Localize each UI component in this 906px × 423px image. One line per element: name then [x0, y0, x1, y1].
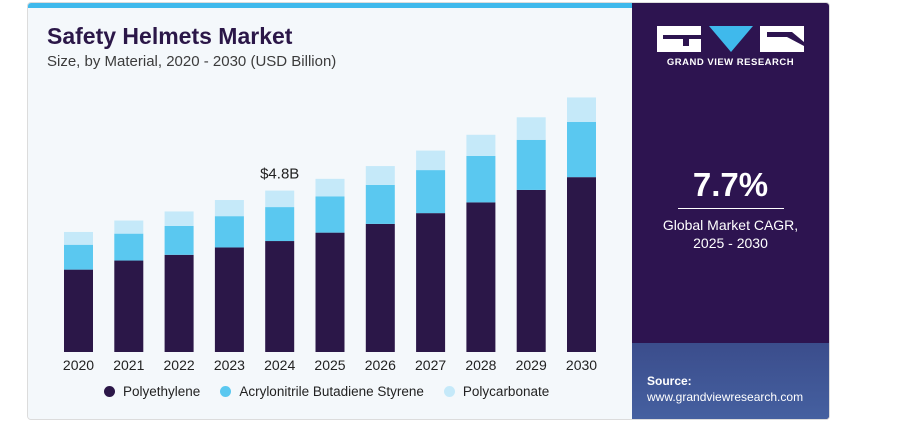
legend-item-polyethylene: Polyethylene	[104, 384, 200, 399]
x-tick-label: 2022	[164, 357, 195, 373]
bar-segment-2022-polycarbonate	[164, 211, 194, 226]
x-tick-label: 2030	[566, 357, 597, 373]
cagr-divider	[678, 208, 784, 209]
bar-segment-2020-acrylonitrile-butadiene-styrene	[64, 244, 93, 270]
cagr-label-line1: Global Market CAGR,	[662, 217, 799, 233]
source-box: Source: www.grandviewresearch.com	[632, 343, 829, 419]
x-tick-label: 2028	[465, 357, 496, 373]
x-tick-label: 2024	[264, 357, 295, 373]
bar-segment-2022-polyethylene	[164, 254, 194, 352]
chart-title: Safety Helmets Market	[47, 23, 293, 49]
source-link[interactable]: www.grandviewresearch.com	[647, 390, 804, 404]
x-tick-label: 2027	[415, 357, 446, 373]
cagr-label: Global Market CAGR, 2025 - 2030	[632, 216, 829, 252]
x-tick-label: 2025	[314, 357, 345, 373]
accent-strip	[28, 3, 632, 8]
bar-segment-2021-polyethylene	[114, 260, 144, 352]
bar-segment-2027-acrylonitrile-butadiene-styrene	[416, 170, 446, 214]
bar-segment-2027-polyethylene	[416, 213, 446, 352]
bar-segment-2026-polyethylene	[365, 223, 395, 352]
legend-label: Acrylonitrile Butadiene Styrene	[239, 384, 424, 399]
bar-segment-2020-polycarbonate	[64, 231, 93, 245]
x-tick-label: 2026	[365, 357, 396, 373]
bar-segment-2030-polycarbonate	[567, 97, 596, 123]
bar-segment-2026-acrylonitrile-butadiene-styrene	[365, 184, 395, 224]
bar-segment-2023-acrylonitrile-butadiene-styrene	[214, 216, 244, 248]
bar-segment-2028-polycarbonate	[466, 134, 496, 156]
x-tick-label: 2020	[63, 357, 94, 373]
bar-segment-2024-polyethylene	[265, 241, 295, 352]
legend-item-abs: Acrylonitrile Butadiene Styrene	[220, 384, 424, 399]
bar-segment-2025-polycarbonate	[315, 178, 345, 197]
chart-panel: Safety Helmets Market Size, by Material,…	[28, 3, 632, 419]
bar-segment-2025-polyethylene	[315, 232, 345, 352]
legend-label: Polyethylene	[123, 384, 201, 399]
bar-segment-2025-acrylonitrile-butadiene-styrene	[315, 196, 345, 233]
brand-name: GRAND VIEW RESEARCH	[666, 57, 795, 68]
bar-segment-2021-polycarbonate	[114, 220, 144, 234]
bar-segment-2023-polyethylene	[214, 247, 244, 352]
bar-segment-2028-polyethylene	[466, 202, 496, 352]
bar-segment-2026-polycarbonate	[365, 166, 395, 185]
chart-legend: Polyethylene Acrylonitrile Butadiene Sty…	[104, 384, 569, 399]
cagr-value: 7.7%	[692, 166, 769, 203]
legend-swatch-abs	[220, 386, 232, 397]
bar-segment-2024-polycarbonate	[265, 190, 295, 208]
bar-segment-2030-polyethylene	[567, 177, 596, 352]
infographic-card: Safety Helmets Market Size, by Material,…	[27, 2, 830, 420]
stacked-bar-chart: 2020 2021 2022 2023 2024 $4.8B 2025 2026 2027 202…	[63, 97, 597, 373]
side-panel: GRAND VIEW RESEARCH 7.7% Global Market C…	[632, 3, 829, 419]
chart-subtitle: Size, by Material, 2020 - 2030 (USD Bill…	[47, 53, 337, 70]
bar-segment-2023-polycarbonate	[214, 200, 244, 217]
bar-segment-2030-acrylonitrile-butadiene-styrene	[567, 122, 596, 178]
bar-segment-2029-polyethylene	[516, 189, 546, 352]
bar-segment-2022-acrylonitrile-butadiene-styrene	[164, 225, 194, 255]
bar-segment-2020-polyethylene	[64, 269, 93, 352]
data-label-2024: $4.8B	[260, 166, 299, 183]
bar-segment-2021-acrylonitrile-butadiene-styrene	[114, 233, 144, 261]
cagr-label-line2: 2025 - 2030	[693, 235, 768, 251]
x-tick-label: 2023	[214, 357, 245, 373]
grand-view-research-logo	[657, 26, 804, 52]
bar-segment-2024-acrylonitrile-butadiene-styrene	[265, 207, 295, 242]
bar-segment-2029-polycarbonate	[516, 117, 546, 140]
bar-segment-2029-acrylonitrile-butadiene-styrene	[516, 139, 546, 190]
x-tick-label: 2021	[113, 357, 144, 373]
legend-swatch-polycarbonate	[443, 386, 455, 397]
source-label: Source:	[647, 374, 692, 388]
legend-swatch-polyethylene	[104, 386, 115, 397]
x-tick-label: 2029	[516, 357, 547, 373]
legend-item-polycarbonate: Polycarbonate	[443, 384, 550, 399]
legend-label: Polycarbonate	[462, 384, 550, 399]
bar-segment-2027-polycarbonate	[416, 150, 446, 171]
bar-segment-2028-acrylonitrile-butadiene-styrene	[466, 155, 496, 203]
